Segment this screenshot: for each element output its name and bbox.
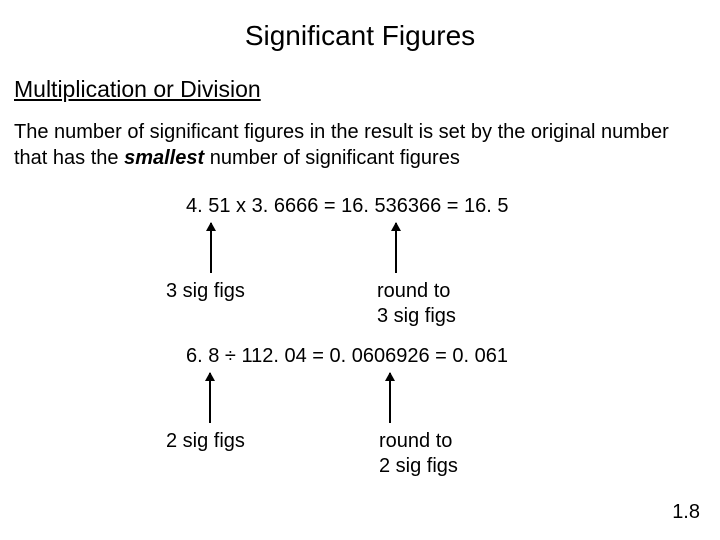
sig-fig-annotation-right: round to3 sig figs bbox=[377, 279, 456, 329]
anno-line: round to bbox=[379, 429, 458, 454]
page-number: 1.8 bbox=[672, 501, 700, 524]
example-formula: 4. 51 x 3. 6666 = 16. 536366 = 16. 5 bbox=[186, 195, 509, 218]
rule-paragraph: The number of significant figures in the… bbox=[14, 119, 706, 171]
example-formula: 6. 8 ÷ 112. 04 = 0. 0606926 = 0. 061 bbox=[186, 345, 508, 368]
sig-fig-annotation-left: 3 sig figs bbox=[166, 279, 245, 304]
example-block: 4. 51 x 3. 6666 = 16. 536366 = 16. 5 3 si… bbox=[14, 195, 706, 335]
page-title: Significant Figures bbox=[14, 20, 706, 52]
example-block: 6. 8 ÷ 112. 04 = 0. 0606926 = 0. 061 2 si… bbox=[14, 345, 706, 485]
rule-emphasis: smallest bbox=[124, 147, 204, 169]
arrow-up-icon bbox=[209, 373, 211, 423]
arrow-up-icon bbox=[210, 223, 212, 273]
arrow-up-icon bbox=[389, 373, 391, 423]
arrow-up-icon bbox=[395, 223, 397, 273]
sig-fig-annotation-left: 2 sig figs bbox=[166, 429, 245, 454]
sig-fig-annotation-right: round to2 sig figs bbox=[379, 429, 458, 479]
examples: 4. 51 x 3. 6666 = 16. 536366 = 16. 5 3 si… bbox=[14, 195, 706, 485]
anno-line: round to bbox=[377, 279, 456, 304]
anno-line: 2 sig figs bbox=[379, 454, 458, 479]
section-subtitle: Multiplication or Division bbox=[14, 76, 706, 103]
anno-line: 3 sig figs bbox=[377, 304, 456, 329]
rule-text-post: number of significant figures bbox=[204, 147, 460, 169]
